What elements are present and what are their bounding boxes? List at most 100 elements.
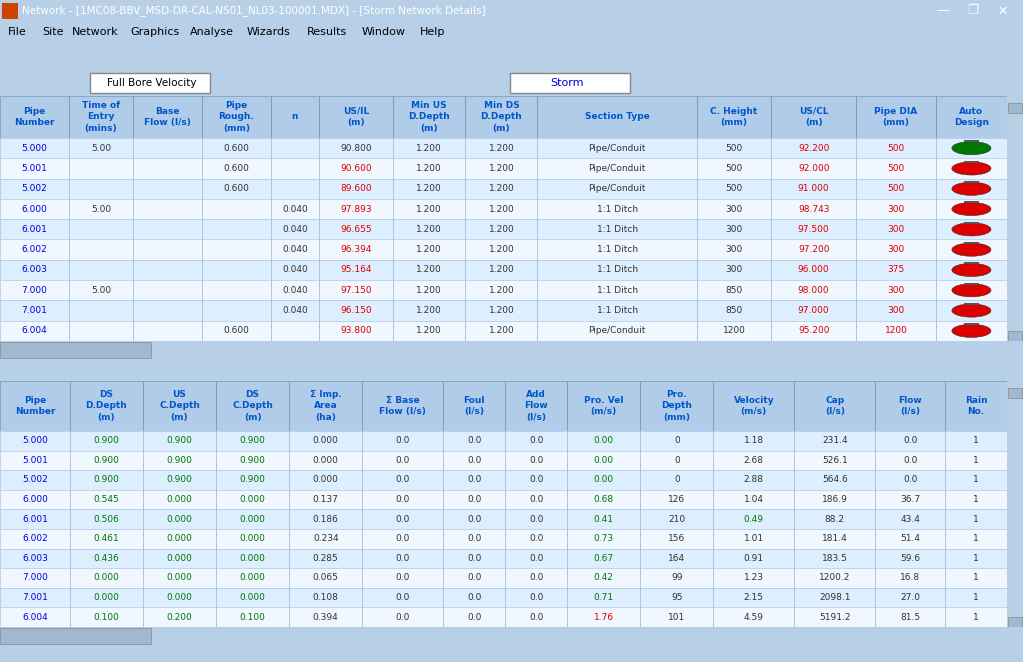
Bar bbox=[465, 260, 537, 280]
Bar bbox=[319, 96, 393, 138]
Bar bbox=[697, 240, 771, 260]
Bar bbox=[202, 301, 271, 320]
Bar bbox=[319, 219, 393, 240]
Text: 0.0: 0.0 bbox=[468, 475, 482, 485]
Text: 2.88: 2.88 bbox=[744, 475, 764, 485]
Bar bbox=[0, 381, 1007, 431]
Bar bbox=[794, 588, 876, 608]
Bar bbox=[794, 470, 876, 490]
Text: 1.76: 1.76 bbox=[593, 613, 614, 622]
Text: 1: 1 bbox=[973, 436, 979, 446]
Ellipse shape bbox=[951, 162, 991, 175]
Ellipse shape bbox=[951, 283, 991, 297]
Text: 4.59: 4.59 bbox=[744, 613, 764, 622]
Text: 0.040: 0.040 bbox=[282, 265, 308, 275]
Text: 0.67: 0.67 bbox=[593, 554, 614, 563]
Text: 0.545: 0.545 bbox=[93, 495, 120, 504]
Bar bbox=[319, 138, 393, 158]
Ellipse shape bbox=[951, 304, 991, 317]
Text: 1200.2: 1200.2 bbox=[819, 573, 850, 583]
Text: 5.00: 5.00 bbox=[91, 205, 110, 214]
Bar bbox=[537, 158, 697, 179]
Text: 0.900: 0.900 bbox=[239, 475, 266, 485]
Bar bbox=[133, 240, 202, 260]
Bar bbox=[0, 549, 70, 568]
Bar bbox=[640, 608, 713, 627]
Text: Pipe/Conduit: Pipe/Conduit bbox=[588, 326, 646, 336]
Bar bbox=[133, 260, 202, 280]
Text: Cap
(l/s): Cap (l/s) bbox=[825, 396, 845, 416]
Text: File: File bbox=[8, 27, 27, 37]
Text: 1: 1 bbox=[973, 514, 979, 524]
Bar bbox=[945, 509, 1007, 529]
Bar bbox=[362, 490, 443, 509]
Text: 300: 300 bbox=[887, 225, 904, 234]
Text: 0.040: 0.040 bbox=[282, 205, 308, 214]
Bar bbox=[567, 608, 640, 627]
Text: 0: 0 bbox=[674, 456, 679, 465]
Bar bbox=[936, 301, 1007, 320]
Bar bbox=[143, 451, 216, 470]
Text: 0.0: 0.0 bbox=[468, 613, 482, 622]
Bar bbox=[876, 451, 945, 470]
Text: 300: 300 bbox=[887, 245, 904, 254]
Text: 0.73: 0.73 bbox=[593, 534, 614, 544]
Bar bbox=[319, 280, 393, 301]
Bar bbox=[69, 96, 133, 138]
Bar bbox=[0, 280, 69, 301]
Bar bbox=[443, 451, 505, 470]
Bar bbox=[443, 431, 505, 451]
Bar bbox=[876, 568, 945, 588]
Bar bbox=[936, 320, 1007, 341]
Bar bbox=[271, 179, 319, 199]
Bar bbox=[713, 588, 794, 608]
Bar bbox=[771, 199, 856, 219]
Bar bbox=[202, 158, 271, 179]
Text: 0.394: 0.394 bbox=[313, 613, 339, 622]
Bar bbox=[713, 549, 794, 568]
Bar bbox=[505, 470, 567, 490]
Bar bbox=[393, 158, 465, 179]
Bar bbox=[856, 219, 936, 240]
Text: 36.7: 36.7 bbox=[900, 495, 921, 504]
Bar bbox=[133, 280, 202, 301]
Bar bbox=[465, 240, 537, 260]
Bar bbox=[794, 451, 876, 470]
Text: 0.000: 0.000 bbox=[167, 554, 192, 563]
Bar bbox=[567, 568, 640, 588]
Text: Pro. Vel
(m/s): Pro. Vel (m/s) bbox=[584, 396, 623, 416]
Bar bbox=[856, 260, 936, 280]
Text: 1.01: 1.01 bbox=[744, 534, 764, 544]
Bar bbox=[876, 470, 945, 490]
Text: 27.0: 27.0 bbox=[900, 593, 921, 602]
Bar bbox=[362, 431, 443, 451]
Bar bbox=[443, 470, 505, 490]
Bar bbox=[465, 301, 537, 320]
Bar bbox=[143, 568, 216, 588]
Bar bbox=[69, 138, 133, 158]
Text: 91.000: 91.000 bbox=[798, 184, 830, 193]
Bar bbox=[465, 179, 537, 199]
Bar bbox=[143, 490, 216, 509]
Bar bbox=[945, 451, 1007, 470]
Bar bbox=[713, 509, 794, 529]
Text: 0.0: 0.0 bbox=[529, 456, 543, 465]
Bar bbox=[0, 240, 1007, 260]
Text: 0.71: 0.71 bbox=[593, 593, 614, 602]
Text: 210: 210 bbox=[668, 514, 685, 524]
Text: 1:1 Ditch: 1:1 Ditch bbox=[596, 286, 637, 295]
Bar bbox=[0, 301, 69, 320]
Bar bbox=[965, 242, 979, 244]
Bar bbox=[70, 608, 143, 627]
Bar bbox=[965, 283, 979, 285]
Bar bbox=[69, 240, 133, 260]
Text: 0.000: 0.000 bbox=[313, 475, 339, 485]
Text: 7.000: 7.000 bbox=[21, 573, 48, 583]
Bar bbox=[640, 381, 713, 431]
Bar bbox=[505, 588, 567, 608]
Bar bbox=[290, 431, 362, 451]
Bar bbox=[876, 588, 945, 608]
Text: Help: Help bbox=[420, 27, 445, 37]
Bar bbox=[945, 608, 1007, 627]
Bar bbox=[505, 451, 567, 470]
